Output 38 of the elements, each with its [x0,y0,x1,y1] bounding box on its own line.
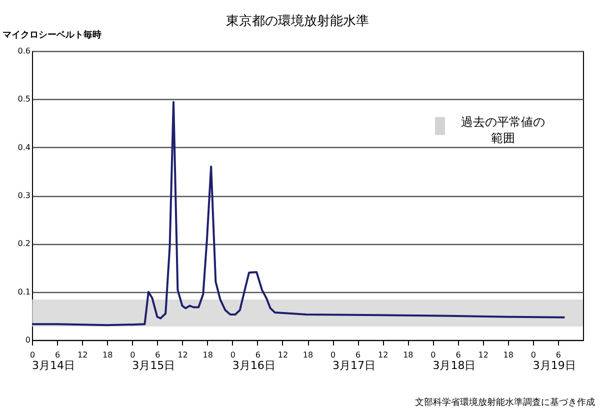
x-tick-label: 6 [255,350,260,360]
x-tick-label: 12 [178,350,188,360]
chart-title: 東京都の環境放射能水準 [226,13,369,29]
x-tick-label: 12 [77,350,88,360]
x-tick-label: 12 [378,350,388,360]
y-tick-label: 0.1 [18,287,30,296]
text: 3月18日 [432,359,476,372]
x-tick-label: 6 [155,350,160,360]
text: 3月17日 [332,359,376,372]
x-tick-label: 6 [556,350,561,360]
x-tick-label: 18 [403,350,414,360]
y-tick-label: 0.4 [18,142,30,152]
x-tick-label: 12 [478,350,488,360]
x-tick-label: 18 [202,350,213,360]
x-tick-label: 18 [503,350,514,360]
text: 3月19日 [532,359,576,372]
text: 3月15日 [132,359,176,372]
x-tick-label: 6 [356,350,361,360]
x-tick-label: 18 [302,350,314,360]
x-tick-label: 12 [278,350,288,360]
x-tick-label: 6 [456,350,461,360]
x-tick-label: 18 [102,350,113,360]
x-tick-label: 0 [430,350,436,360]
text: 3月16日 [232,359,276,372]
y-tick-label: 0 [25,336,30,344]
x-tick-label: 0 [530,350,536,360]
x-tick-label: 6 [55,350,60,360]
y-tick-label: 0.2 [18,239,30,248]
y-tick-label: 0.3 [18,191,30,200]
y-axis-title: マイクロシーベルト毎時 [2,30,102,40]
text: 3月14日 [32,359,75,372]
legend-label: 過去の平常値の範囲 [461,115,545,145]
y-tick-label: 0.5 [18,94,30,104]
x-tick-label: 0 [130,350,136,360]
x-tick-label: 0 [230,350,236,360]
x-tick-label: 0 [330,350,336,360]
text: 文部科学省環境放射能水準調査に基づき作成 [415,397,595,408]
y-tick-label: 0.6 [18,46,30,56]
